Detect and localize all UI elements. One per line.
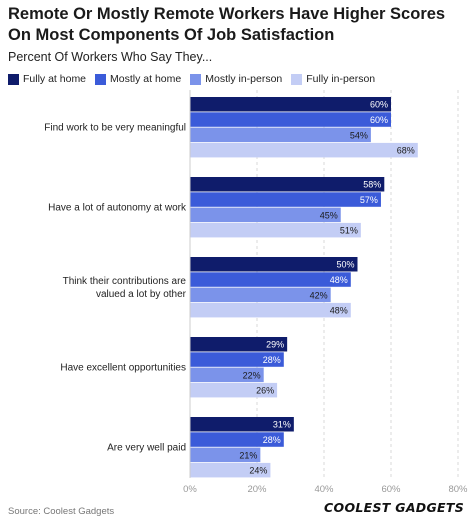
category-label: Think their contributions are: [63, 276, 187, 287]
data-label: 54%: [350, 130, 368, 140]
data-label: 21%: [239, 450, 257, 460]
source-note: Source: Coolest Gadgets: [8, 506, 115, 517]
x-tick-label: 80%: [448, 484, 468, 495]
x-tick-label: 40%: [314, 484, 334, 495]
legend-label: Mostly at home: [110, 73, 182, 85]
x-tick-label: 20%: [247, 484, 267, 495]
category-label: valued a lot by other: [96, 289, 187, 300]
bar: [190, 287, 331, 303]
category-label: Have a lot of autonomy at work: [48, 203, 187, 214]
legend-item-fully-in-person: Fully in-person: [291, 73, 375, 85]
data-label: 57%: [360, 195, 378, 205]
chart-subtitle: Percent Of Workers Who Say They...: [8, 50, 213, 64]
data-label: 22%: [243, 370, 261, 380]
data-label: 51%: [340, 226, 358, 236]
legend-item-mostly-in-person: Mostly in-person: [190, 73, 282, 85]
bar: [190, 222, 361, 238]
legend-swatch: [291, 73, 303, 85]
data-label: 24%: [249, 466, 267, 476]
legend-label: Fully at home: [23, 73, 87, 85]
category-label: Are very well paid: [107, 443, 186, 454]
bar: [190, 142, 418, 158]
data-label: 50%: [336, 260, 354, 270]
legend-label: Mostly in-person: [205, 73, 283, 85]
category-label: Find work to be very meaningful: [44, 123, 186, 134]
legend-swatch: [190, 73, 202, 85]
data-label: 45%: [320, 210, 338, 220]
bar: [190, 257, 358, 272]
bar: [190, 302, 351, 318]
data-label: 68%: [397, 146, 415, 156]
data-label: 60%: [370, 100, 388, 110]
data-label: 29%: [266, 340, 284, 350]
bar: [190, 462, 271, 478]
data-label: 31%: [273, 420, 291, 430]
legend-item-fully-at-home: Fully at home: [8, 73, 86, 85]
data-label: 28%: [263, 435, 281, 445]
legend-swatch: [95, 73, 107, 85]
bar: [190, 127, 371, 143]
data-label: 26%: [256, 386, 274, 396]
data-label: 42%: [310, 290, 328, 300]
bar: [190, 432, 284, 447]
chart-title: Remote Or Mostly Remote Workers Have Hig…: [8, 5, 446, 44]
data-label: 58%: [363, 180, 381, 190]
x-tick-label: 0%: [183, 484, 197, 495]
brand-logo: COOLEST GADGETS: [324, 500, 464, 515]
legend-item-mostly-at-home: Mostly at home: [95, 73, 181, 85]
bar: [190, 367, 264, 383]
bar: [190, 192, 381, 207]
data-label: 60%: [370, 115, 388, 125]
bar: [190, 337, 288, 352]
legend-label: Fully in-person: [306, 73, 376, 85]
x-tick-label: 60%: [381, 484, 401, 495]
data-label: 48%: [330, 275, 348, 285]
bar: [190, 382, 278, 398]
category-label: Have excellent opportunities: [60, 363, 186, 374]
bar: [190, 97, 391, 112]
bar: [190, 112, 391, 127]
bar: [190, 417, 294, 432]
bar: [190, 447, 261, 463]
data-label: 48%: [330, 306, 348, 316]
data-label: 28%: [263, 355, 281, 365]
legend: Fully at home Mostly at home Mostly in-p…: [8, 73, 375, 85]
legend-swatch: [8, 73, 19, 85]
bar: [190, 207, 341, 223]
bar: [190, 177, 385, 192]
bar: [190, 352, 284, 367]
bar: [190, 272, 351, 287]
